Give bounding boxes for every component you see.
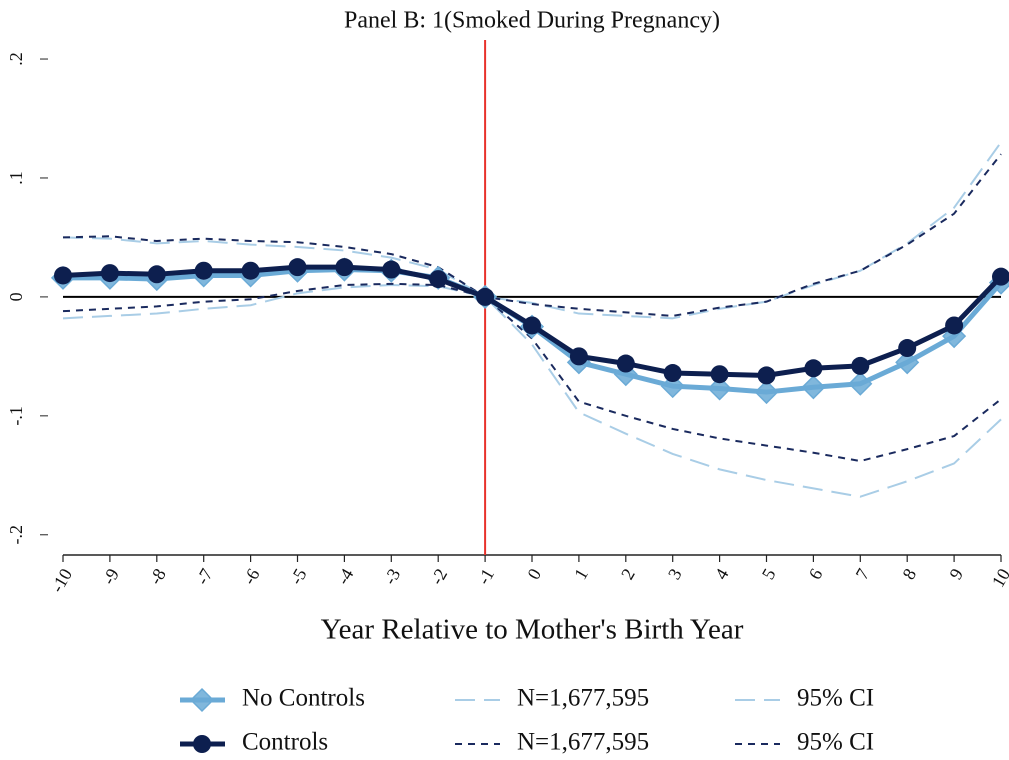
data-point xyxy=(569,347,588,366)
x-tick-label: -7 xyxy=(192,565,217,588)
data-point xyxy=(992,267,1009,286)
y-tick-label: .2 xyxy=(6,52,26,66)
data-point xyxy=(754,379,779,405)
legend-item: N=1,677,595 xyxy=(455,729,649,756)
legend-label: 95% CI xyxy=(797,685,874,712)
series-line xyxy=(62,141,1002,320)
x-tick-label: 2 xyxy=(617,565,639,583)
x-tick-label: -3 xyxy=(380,565,405,588)
data-point xyxy=(804,359,823,378)
x-tick-label: -5 xyxy=(286,565,311,588)
series-line xyxy=(62,153,1002,317)
x-tick-label: 1 xyxy=(570,565,592,583)
data-point xyxy=(851,356,870,375)
x-tick-label: 8 xyxy=(898,565,920,583)
data-point xyxy=(241,261,260,280)
data-point xyxy=(663,364,682,383)
data-point xyxy=(710,365,729,384)
data-point xyxy=(801,375,826,400)
data-point xyxy=(707,376,732,401)
data-point xyxy=(335,258,354,277)
legend-marker xyxy=(193,735,211,753)
legend-marker xyxy=(189,687,215,713)
x-tick-label: 5 xyxy=(758,565,780,583)
data-point xyxy=(660,374,685,399)
x-tick-label: -6 xyxy=(239,565,264,588)
data-point xyxy=(382,260,401,279)
x-tick-label: 7 xyxy=(852,565,874,583)
legend-label: N=1,677,595 xyxy=(517,729,649,756)
data-point xyxy=(523,316,541,335)
x-tick-label: 6 xyxy=(805,565,827,583)
data-point xyxy=(54,266,72,285)
series-line xyxy=(62,284,1002,498)
x-tick-label: 9 xyxy=(945,565,967,583)
data-point xyxy=(945,316,964,335)
legend-item: N=1,677,595 xyxy=(455,685,649,712)
x-axis-title: Year Relative to Mother's Birth Year xyxy=(321,614,744,646)
x-tick-label: -4 xyxy=(333,565,358,588)
data-point xyxy=(147,265,166,284)
chart-title: Panel B: 1(Smoked During Pregnancy) xyxy=(344,8,720,34)
y-tick-label: 0 xyxy=(6,292,26,301)
x-tick-label: 3 xyxy=(664,565,686,583)
x-tick-label: -9 xyxy=(98,565,123,588)
legend-item: Controls xyxy=(180,729,328,756)
legend-label: N=1,677,595 xyxy=(517,685,649,712)
x-tick-label: -8 xyxy=(145,565,170,588)
data-point xyxy=(616,354,635,373)
y-tick-label: .1 xyxy=(6,171,26,185)
data-point xyxy=(194,261,213,280)
x-tick-label: 0 xyxy=(523,565,545,583)
data-point xyxy=(848,371,873,396)
x-tick-label: -2 xyxy=(426,565,451,588)
legend-label: 95% CI xyxy=(797,729,874,756)
legend-label: Controls xyxy=(242,729,328,756)
data-point xyxy=(288,258,307,277)
y-tick-label: -.1 xyxy=(6,406,26,426)
y-tick-label: -.2 xyxy=(6,525,26,545)
data-point xyxy=(757,366,776,385)
data-point xyxy=(100,264,119,283)
legend-item: 95% CI xyxy=(735,729,874,756)
x-tick-label: -1 xyxy=(473,565,498,588)
data-point xyxy=(898,339,917,358)
data-point xyxy=(476,287,495,306)
legend-label: No Controls xyxy=(242,685,365,712)
legend-item: 95% CI xyxy=(735,685,874,712)
data-point xyxy=(429,270,448,289)
legend-item: No Controls xyxy=(180,685,365,713)
data-point xyxy=(895,350,920,375)
x-tick-label: -10 xyxy=(47,565,76,596)
x-tick-label: 4 xyxy=(711,565,733,583)
x-tick-label: 10 xyxy=(988,565,1009,591)
